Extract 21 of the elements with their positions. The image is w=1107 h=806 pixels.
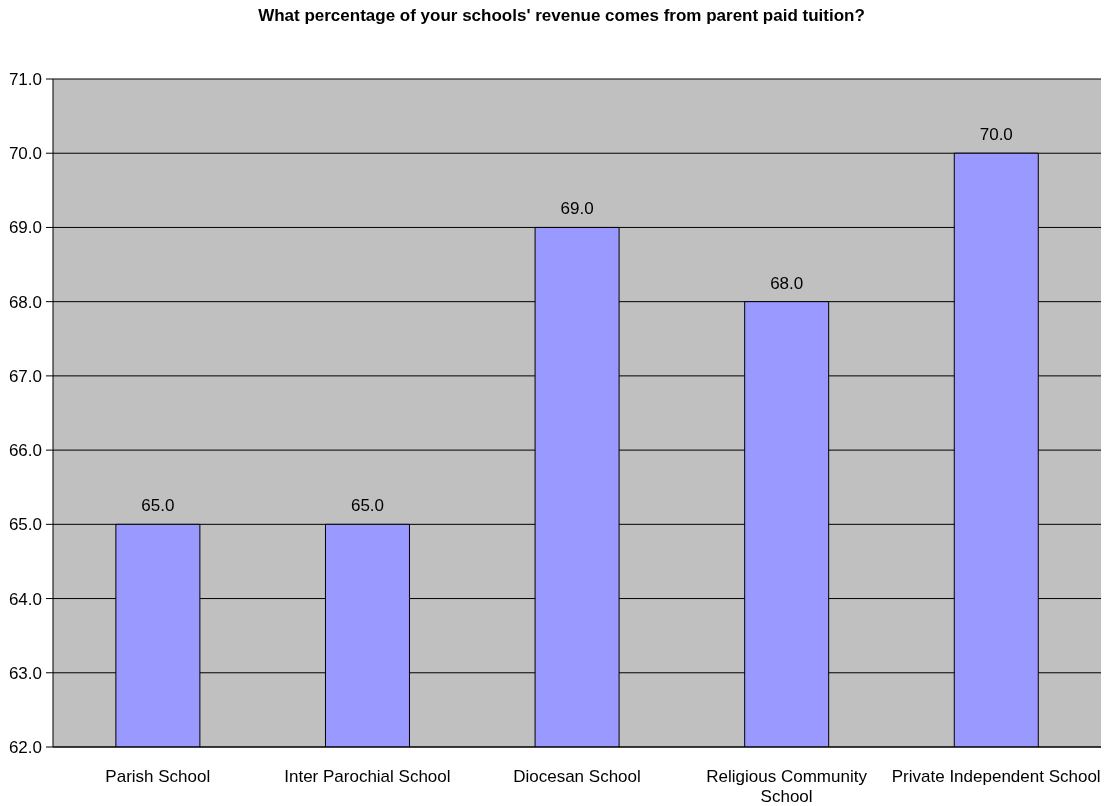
y-tick-label: 64.0 bbox=[8, 589, 42, 609]
data-label: 65.0 bbox=[350, 496, 385, 516]
y-tick-label: 67.0 bbox=[8, 366, 42, 386]
y-tick-label: 71.0 bbox=[8, 70, 42, 90]
data-label: 70.0 bbox=[979, 125, 1013, 145]
y-tick-label: 70.0 bbox=[8, 144, 42, 164]
data-label: 69.0 bbox=[560, 199, 594, 219]
x-tick-label: Religious Community School bbox=[706, 767, 868, 806]
y-tick-label: 65.0 bbox=[8, 515, 42, 535]
x-tick-label: Parish School bbox=[105, 767, 211, 786]
x-tick-label: Diocesan School bbox=[513, 767, 641, 786]
y-tick-label: 62.0 bbox=[8, 738, 42, 758]
y-tick-label: 68.0 bbox=[8, 292, 42, 312]
y-tick-label: 66.0 bbox=[8, 441, 42, 461]
x-tick-label: Private Independent School bbox=[891, 767, 1101, 786]
data-label: 68.0 bbox=[770, 273, 804, 293]
data-label: 65.0 bbox=[141, 496, 175, 516]
chart-title: What percentage of your schools' revenue comes from parent paid tuition? bbox=[257, 6, 866, 26]
x-tick-label: Inter Parochial School bbox=[284, 767, 451, 786]
y-tick-label: 69.0 bbox=[8, 218, 42, 238]
y-tick-label: 63.0 bbox=[8, 663, 42, 683]
